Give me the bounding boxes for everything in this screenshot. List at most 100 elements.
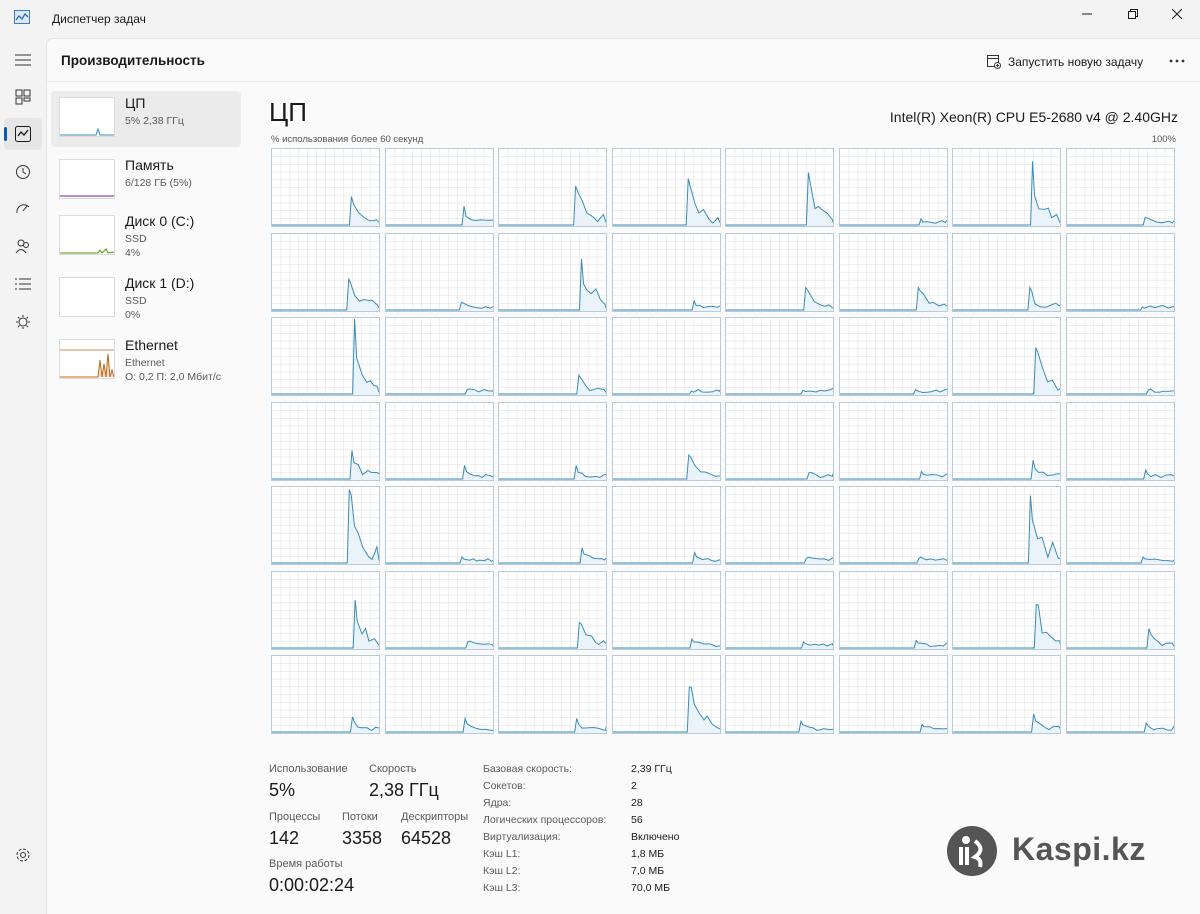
nav-users[interactable] [4,230,42,262]
resource-name: ЦП [125,95,146,111]
resource-item-disk0[interactable]: Диск 0 (C:) SSD 4% [51,209,241,265]
nav-details[interactable] [4,268,42,300]
startup-apps-icon [16,204,30,214]
resource-name: Память [125,157,174,173]
processor-usage-area [499,548,606,564]
resource-detail: 4% [125,247,141,259]
processor-usage-line [499,464,606,479]
processor-usage-line [612,686,720,733]
handles-value: 64528 [401,828,452,848]
processor-usage-area [839,219,947,226]
nav-performance[interactable] [4,118,42,150]
processor-usage-area [1066,388,1174,395]
handles-label: Дескрипторы [401,811,469,823]
processor-usage-line [272,716,379,733]
hamburger-menu-button[interactable] [4,44,42,76]
logical-processor-graph [952,232,1061,312]
disk0-thumbnail-graph [59,215,115,255]
processor-usage-line [272,196,379,226]
resource-item-cpu[interactable]: ЦП 5% 2,38 ГГц [51,91,241,147]
logical-processor-graph [1065,655,1175,734]
spec-value: Включено [631,831,680,843]
nav-services[interactable] [4,306,42,338]
processor-usage-area [272,196,379,226]
spec-key: Виртуализация: [483,831,561,843]
spec-value: 70,0 МБ [631,882,670,894]
nav-app-history[interactable] [4,156,42,188]
details-icon [15,278,31,290]
nav-processes[interactable] [4,81,42,113]
restore-button[interactable] [1110,0,1156,28]
logical-processor-graph [725,655,834,734]
resource-detail: 0% [125,309,141,321]
uptime-value: 0:00:02:24 [269,875,355,895]
spec-key: Кэш L1: [483,848,521,860]
processor-usage-line [499,621,606,648]
resource-detail: 6/128 ГБ (5%) [125,177,192,189]
processor-usage-line [726,556,833,564]
resource-item-memory[interactable]: Память 6/128 ГБ (5%) [51,153,241,209]
page-title: Производительность [61,53,205,68]
processor-usage-line [272,318,379,395]
header-divider [47,81,1200,82]
processor-usage-line [612,637,720,648]
processor-usage-line [726,720,833,733]
spec-key: Ядра: [483,797,512,809]
logical-processor-graphs [271,148,1177,738]
logical-processor-graph [952,570,1061,650]
logical-processor-graph [498,570,607,650]
resource-detail: О: 0,2 П: 2,0 Мбит/с [125,371,222,383]
processor-usage-line [612,453,720,479]
usage-value: 5% [269,780,296,800]
resource-detail: Ethernet [125,357,165,369]
spec-value: 2,39 ГГц [631,763,672,775]
processor-usage-line [839,217,947,226]
restore-icon [1128,9,1138,19]
threads-value: 3358 [342,828,383,848]
processor-usage-line [385,388,493,395]
resource-name: Ethernet [125,337,178,353]
processor-usage-line [1066,216,1174,226]
processor-usage-area [726,721,833,733]
close-button[interactable] [1154,0,1200,28]
logical-processor-graph [498,317,607,396]
more-options-button[interactable] [1165,49,1189,73]
settings-button[interactable] [12,844,34,866]
spec-key: Логических процессоров: [483,814,607,826]
run-new-task-button[interactable]: Запустить новую задачу [987,51,1143,73]
processor-usage-line [385,716,493,733]
task-manager-icon [14,10,30,24]
nav-startup-apps[interactable] [4,193,42,225]
resource-item-disk1[interactable]: Диск 1 (D:) SSD 0% [51,271,241,327]
minimize-button[interactable] [1064,0,1110,28]
hamburger-menu-icon [15,54,31,66]
logical-processor-graph [611,148,721,227]
processor-usage-area [272,450,379,480]
processor-usage-area [953,347,1060,395]
processor-usage-line [272,449,379,479]
logical-processor-graph [384,232,494,312]
processor-usage-area [726,172,833,226]
performance-icon [15,126,31,142]
logical-processor-graph [725,232,834,312]
processor-usage-line [953,347,1060,395]
processor-usage-line [839,469,947,479]
services-icon [16,315,30,329]
processor-usage-line [726,640,833,648]
processor-usage-line [385,301,493,310]
logical-processor-graph [952,148,1061,227]
logical-processor-graph [384,401,494,481]
logical-processor-graph [725,401,834,481]
processor-usage-area [1066,469,1174,480]
processor-usage-line [1066,388,1174,395]
processor-usage-area [1066,305,1174,311]
logical-processor-graph [838,401,948,481]
logical-processor-graph [725,570,834,650]
kaspi-watermark: Kaspi.kz [946,825,1186,879]
ethernet-thumbnail-graph [59,339,115,379]
resource-item-ethernet[interactable]: Ethernet Ethernet О: 0,2 П: 2,0 Мбит/с [51,333,241,389]
graph-max-label: 100% [1151,134,1176,145]
processor-usage-line [499,258,606,310]
logical-processor-graph [838,486,948,565]
processor-usage-area [839,557,947,564]
